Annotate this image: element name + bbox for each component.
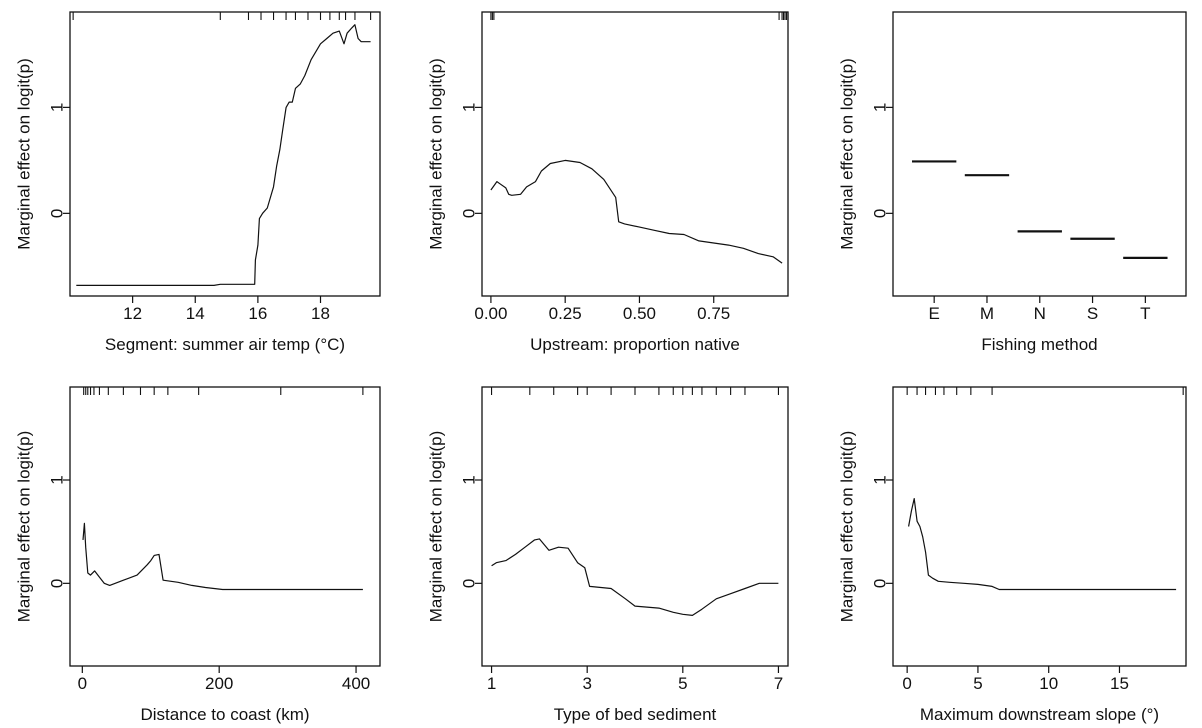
x-tick-label: 14 xyxy=(186,304,205,323)
plot-frame xyxy=(69,11,381,297)
y-axis-label: Marginal effect on logit(p) xyxy=(837,431,856,623)
x-tick-label: S xyxy=(1087,304,1098,323)
series-line xyxy=(76,24,371,286)
x-tick-label: 0.25 xyxy=(549,304,582,323)
y-axis-label: Marginal effect on logit(p) xyxy=(426,58,445,250)
y-axis-label: Marginal effect on logit(p) xyxy=(14,431,33,623)
x-tick-label: T xyxy=(1140,304,1150,323)
x-tick-label: 5 xyxy=(678,674,687,693)
x-tick-label: E xyxy=(929,304,940,323)
x-tick-label: 0.50 xyxy=(623,304,656,323)
series-line xyxy=(490,159,783,264)
plot-frame xyxy=(69,386,381,667)
x-tick-label: N xyxy=(1034,304,1046,323)
y-tick-label: 1 xyxy=(870,103,889,112)
panel-1: 0 1 12 14 16 18 Segment: summer air temp (°C) M… xyxy=(14,11,381,354)
y-tick-label: 1 xyxy=(870,475,889,484)
x-tick-label: 0 xyxy=(78,674,87,693)
x-tick-label: 400 xyxy=(342,674,370,693)
y-tick-label: 0 xyxy=(870,579,889,588)
y-axis-label: Marginal effect on logit(p) xyxy=(837,58,856,250)
x-tick-label: 3 xyxy=(582,674,591,693)
x-tick-label: 0 xyxy=(902,674,911,693)
panel-3: 0 1 E M N S T Fishing method Marginal effect on … xyxy=(837,11,1187,354)
x-tick-label: 12 xyxy=(123,304,142,323)
series-line xyxy=(908,498,1177,591)
y-tick-label: 1 xyxy=(47,103,66,112)
plot-frame xyxy=(481,11,789,297)
y-tick-label: 1 xyxy=(459,475,478,484)
y-tick-label: 0 xyxy=(870,209,889,218)
panel-5: 0 1 1 3 5 7 Type of bed sediment Marginal effec… xyxy=(426,386,789,724)
y-axis-label: Marginal effect on logit(p) xyxy=(426,431,445,623)
y-tick-label: 0 xyxy=(47,579,66,588)
x-axis-label: Fishing method xyxy=(981,335,1097,354)
plot-frame xyxy=(892,11,1187,297)
y-tick-label: 0 xyxy=(47,209,66,218)
x-axis-label: Type of bed sediment xyxy=(554,705,717,724)
x-tick-label: 18 xyxy=(311,304,330,323)
y-tick-label: 1 xyxy=(459,103,478,112)
x-tick-label: 15 xyxy=(1110,674,1129,693)
x-tick-label: 10 xyxy=(1039,674,1058,693)
x-tick-label: 200 xyxy=(205,674,233,693)
x-axis-label: Maximum downstream slope (°) xyxy=(920,705,1159,724)
panel-2: 0 1 0.00 0.25 0.50 0.75 Upstream: proportion n… xyxy=(426,11,789,354)
panel-4: 0 1 0 200 400 Distance to coast (km) Marginal … xyxy=(14,386,381,724)
plot-frame xyxy=(481,386,789,667)
x-axis-label: Upstream: proportion native xyxy=(530,335,740,354)
x-tick-label: 7 xyxy=(774,674,783,693)
x-tick-label: 0.75 xyxy=(697,304,730,323)
y-axis-label: Marginal effect on logit(p) xyxy=(14,58,33,250)
y-tick-label: 0 xyxy=(459,579,478,588)
x-axis-label: Distance to coast (km) xyxy=(140,705,309,724)
x-tick-label: 1 xyxy=(487,674,496,693)
x-tick-label: 5 xyxy=(973,674,982,693)
y-tick-label: 0 xyxy=(459,209,478,218)
series-line xyxy=(491,538,779,617)
x-tick-label: 0.00 xyxy=(474,304,507,323)
x-tick-label: 16 xyxy=(248,304,267,323)
x-axis-label: Segment: summer air temp (°C) xyxy=(105,335,345,354)
x-tick-label: M xyxy=(980,304,994,323)
plot-frame xyxy=(892,386,1187,667)
y-tick-label: 1 xyxy=(47,475,66,484)
series-line xyxy=(82,522,363,591)
